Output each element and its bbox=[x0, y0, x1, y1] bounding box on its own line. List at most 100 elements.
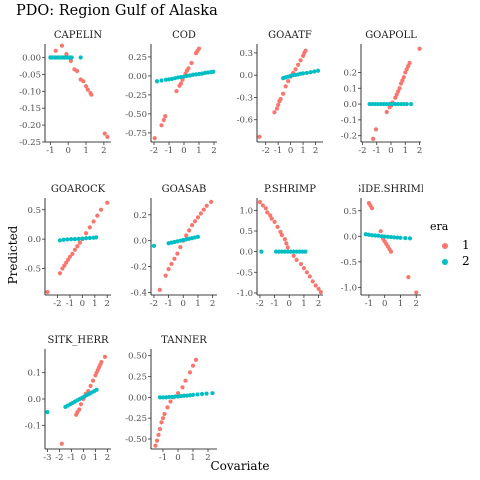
y-tick-label: -0.10 bbox=[19, 87, 41, 97]
x-tick-label: 1 bbox=[83, 146, 88, 156]
point-era-1 bbox=[85, 87, 90, 92]
point-era-1 bbox=[291, 253, 296, 258]
point-era-2 bbox=[285, 249, 290, 254]
point-era-2 bbox=[45, 410, 50, 415]
x-tick-label: 0 bbox=[288, 146, 293, 156]
y-tick-label: -0.25 bbox=[125, 414, 147, 424]
point-era-1 bbox=[269, 216, 274, 221]
point-era-2 bbox=[57, 238, 63, 243]
y-tick-label: 0.0 bbox=[239, 248, 253, 258]
point-era-1 bbox=[45, 289, 50, 295]
x-tick-label: -2 bbox=[53, 299, 61, 309]
point-era-1 bbox=[190, 363, 196, 368]
point-era-1 bbox=[279, 233, 285, 238]
point-era-2 bbox=[80, 236, 85, 241]
y-tick-label: 1.0 bbox=[239, 206, 253, 216]
point-era-1 bbox=[180, 385, 185, 390]
facet-goasab: GOASAB -2 -1 0 1 2 0.2 0.0 -0.2 -0.4 bbox=[131, 184, 217, 309]
point-era-1 bbox=[400, 78, 405, 83]
point-era-1 bbox=[396, 89, 401, 94]
point-era-1 bbox=[398, 81, 404, 86]
y-tick-label: -1.0 bbox=[341, 283, 357, 293]
x-tick-label: 2 bbox=[105, 453, 110, 463]
facet-goaatf: GOAATF -2 -1 0 1 2 0.3 0.0 -0.3 -0.6 bbox=[237, 30, 323, 156]
point-era-2 bbox=[294, 249, 299, 254]
point-era-1 bbox=[59, 43, 65, 48]
point-era-1 bbox=[310, 279, 315, 284]
point-era-1 bbox=[161, 117, 166, 123]
point-era-2 bbox=[61, 237, 66, 242]
point-era-2 bbox=[373, 233, 378, 238]
point-era-1 bbox=[373, 127, 379, 132]
point-era-1 bbox=[378, 229, 383, 234]
point-era-1 bbox=[394, 92, 399, 97]
point-era-1 bbox=[278, 96, 283, 102]
point-era-1 bbox=[102, 354, 108, 359]
point-era-2 bbox=[276, 249, 282, 254]
point-era-1 bbox=[371, 136, 376, 141]
point-era-1 bbox=[87, 225, 92, 230]
point-era-2 bbox=[300, 249, 305, 254]
point-era-1 bbox=[295, 62, 301, 67]
point-era-2 bbox=[93, 235, 99, 240]
point-era-2 bbox=[308, 70, 313, 75]
point-era-1 bbox=[166, 267, 171, 272]
facet-title-goarock: GOAROCK bbox=[51, 184, 106, 195]
y-tick-label: -1.0 bbox=[237, 289, 253, 299]
x-tick-label: 1 bbox=[190, 453, 195, 463]
y-tick-label: 0.25 bbox=[128, 53, 147, 63]
point-era-2 bbox=[388, 234, 394, 240]
point-era-2 bbox=[398, 235, 403, 240]
x-tick-label: -1 bbox=[159, 453, 167, 463]
chart-title: PDO: Region Gulf of Alaska bbox=[16, 3, 218, 19]
facet-title-sitk-herr: SITK_HERR bbox=[47, 335, 108, 346]
point-era-1 bbox=[257, 134, 262, 139]
point-era-1 bbox=[193, 357, 199, 362]
point-era-2 bbox=[303, 249, 308, 254]
y-tick-label: 0.0 bbox=[133, 237, 147, 247]
point-era-1 bbox=[274, 106, 280, 111]
x-tick-label: 2 bbox=[211, 146, 216, 156]
point-era-1 bbox=[72, 247, 77, 252]
point-era-2 bbox=[408, 101, 414, 107]
y-tick-label: 0.1 bbox=[343, 84, 357, 94]
y-tick-label: 0.25 bbox=[128, 373, 147, 383]
y-tick-label: -0.50 bbox=[125, 110, 147, 120]
point-era-1 bbox=[187, 228, 192, 233]
point-era-2 bbox=[69, 55, 74, 60]
x-tick-label: 1 bbox=[196, 146, 201, 156]
point-era-1 bbox=[275, 224, 280, 229]
point-era-1 bbox=[272, 110, 277, 115]
point-era-1 bbox=[160, 416, 166, 421]
point-era-1 bbox=[165, 405, 170, 410]
y-tick-label: 0.50 bbox=[128, 352, 147, 362]
point-era-1 bbox=[196, 46, 202, 51]
point-era-2 bbox=[297, 249, 302, 254]
y-tick-label: -0.1 bbox=[341, 116, 357, 126]
facet-title-capelin: CAPELIN bbox=[54, 30, 102, 41]
y-tick-label: 0.00 bbox=[128, 393, 147, 403]
point-era-1 bbox=[75, 244, 80, 249]
y-tick-label: 0.00 bbox=[22, 54, 41, 64]
x-tick-label: 0 bbox=[287, 299, 292, 309]
point-era-1 bbox=[105, 134, 110, 140]
point-era-1 bbox=[64, 52, 69, 57]
point-era-1 bbox=[298, 58, 303, 63]
x-tick-label: 0 bbox=[80, 299, 85, 309]
point-era-1 bbox=[152, 136, 157, 141]
point-era-1 bbox=[186, 66, 191, 71]
point-era-2 bbox=[382, 234, 387, 239]
point-era-1 bbox=[294, 257, 299, 263]
point-era-1 bbox=[304, 270, 309, 275]
point-era-1 bbox=[77, 407, 82, 412]
x-tick-label: 1 bbox=[92, 299, 97, 309]
point-era-1 bbox=[404, 67, 409, 72]
facet-title-p-shrimp: P.SHRIMP bbox=[264, 184, 316, 195]
point-era-2 bbox=[181, 393, 187, 398]
point-era-1 bbox=[67, 254, 73, 259]
x-tick-label: 2 bbox=[417, 146, 422, 156]
y-tick-label: -0.6 bbox=[237, 116, 253, 126]
point-era-1 bbox=[318, 290, 323, 295]
x-tick-label: 0 bbox=[81, 453, 86, 463]
point-era-1 bbox=[78, 402, 84, 407]
